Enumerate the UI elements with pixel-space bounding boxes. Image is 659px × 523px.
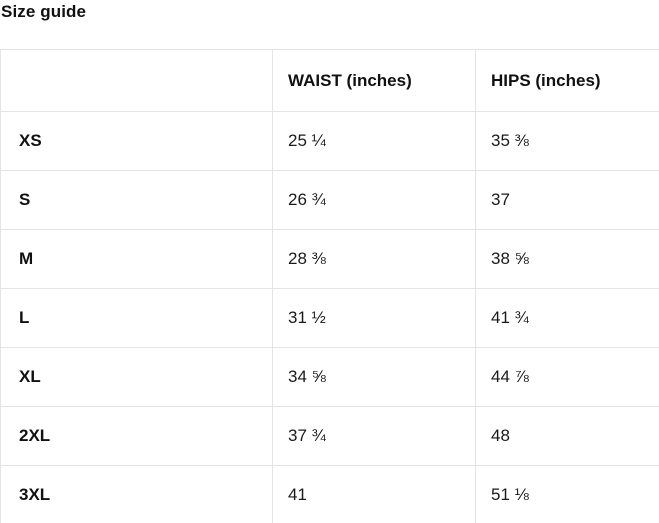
size-guide-table-header: WAIST (inches) HIPS (inches) — [0, 49, 659, 112]
size-label: M — [0, 229, 273, 289]
table-row-l: L 31 ½ 41 ¾ — [0, 288, 659, 348]
waist-value: 25 ¼ — [272, 111, 476, 171]
table-row-3xl: 3XL 41 51 ⅛ — [0, 465, 659, 523]
hips-value: 37 — [475, 170, 659, 230]
column-header-hips: HIPS (inches) — [475, 49, 659, 112]
waist-value: 26 ¾ — [272, 170, 476, 230]
size-guide-table: WAIST (inches) HIPS (inches) XS 25 ¼ 35 … — [0, 49, 659, 523]
hips-value: 38 ⅝ — [475, 229, 659, 289]
size-guide-table-body: XS 25 ¼ 35 ⅜ S 26 ¾ 37 M 28 ⅜ 38 ⅝ L 31 … — [0, 111, 659, 523]
table-row-xs: XS 25 ¼ 35 ⅜ — [0, 111, 659, 171]
page-title: Size guide — [1, 2, 87, 21]
hips-value: 44 ⅞ — [475, 347, 659, 407]
size-label: S — [0, 170, 273, 230]
table-row-xl: XL 34 ⅝ 44 ⅞ — [0, 347, 659, 407]
table-row-m: M 28 ⅜ 38 ⅝ — [0, 229, 659, 289]
hips-value: 48 — [475, 406, 659, 466]
header-row: WAIST (inches) HIPS (inches) — [0, 49, 659, 112]
size-label: 2XL — [0, 406, 273, 466]
hips-value: 41 ¾ — [475, 288, 659, 348]
waist-value: 28 ⅜ — [272, 229, 476, 289]
size-label: 3XL — [0, 465, 273, 523]
waist-value: 37 ¾ — [272, 406, 476, 466]
hips-value: 51 ⅛ — [475, 465, 659, 523]
table-row-s: S 26 ¾ 37 — [0, 170, 659, 230]
column-header-size — [0, 49, 273, 112]
size-label: L — [0, 288, 273, 348]
table-row-2xl: 2XL 37 ¾ 48 — [0, 406, 659, 466]
waist-value: 31 ½ — [272, 288, 476, 348]
hips-value: 35 ⅜ — [475, 111, 659, 171]
size-label: XS — [0, 111, 273, 171]
column-header-waist: WAIST (inches) — [272, 49, 476, 112]
waist-value: 41 — [272, 465, 476, 523]
waist-value: 34 ⅝ — [272, 347, 476, 407]
size-label: XL — [0, 347, 273, 407]
